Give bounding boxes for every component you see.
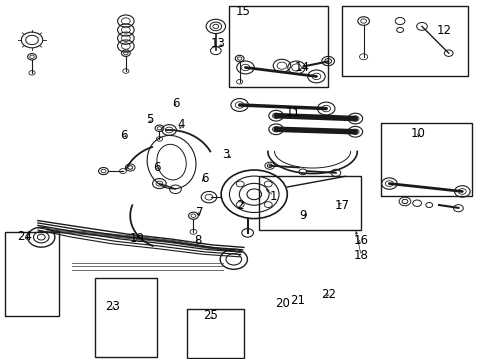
Text: 9: 9	[299, 209, 306, 222]
Bar	[95, 278, 157, 357]
Bar	[259, 176, 361, 230]
Bar	[228, 6, 327, 87]
Text: 21: 21	[290, 293, 305, 306]
Text: 13: 13	[210, 37, 225, 50]
Text: 6: 6	[171, 97, 179, 110]
Bar	[5, 232, 59, 316]
Text: 6: 6	[120, 129, 127, 142]
Text: 8: 8	[194, 234, 202, 247]
Text: 6: 6	[153, 161, 161, 174]
Text: 17: 17	[334, 198, 348, 212]
Text: 4: 4	[177, 118, 184, 131]
Text: 14: 14	[294, 61, 309, 74]
Text: 23: 23	[104, 300, 120, 313]
Text: 10: 10	[410, 127, 425, 140]
Text: 24: 24	[17, 230, 32, 243]
Text: 3: 3	[222, 148, 229, 162]
Text: 7: 7	[196, 206, 203, 219]
Text: 19: 19	[130, 233, 145, 246]
Bar	[380, 123, 471, 196]
Text: 5: 5	[146, 113, 153, 126]
Text: 12: 12	[435, 24, 450, 37]
Bar	[187, 309, 244, 358]
Text: 18: 18	[353, 249, 368, 262]
Text: 6: 6	[201, 172, 208, 185]
Text: 25: 25	[203, 309, 218, 322]
Bar	[341, 6, 467, 76]
Text: 22: 22	[320, 288, 335, 301]
Text: 16: 16	[353, 234, 368, 247]
Text: 15: 15	[235, 5, 250, 18]
Text: 2: 2	[235, 198, 243, 212]
Text: 1: 1	[269, 190, 277, 203]
Text: 20: 20	[274, 297, 289, 310]
Text: 11: 11	[285, 105, 300, 119]
